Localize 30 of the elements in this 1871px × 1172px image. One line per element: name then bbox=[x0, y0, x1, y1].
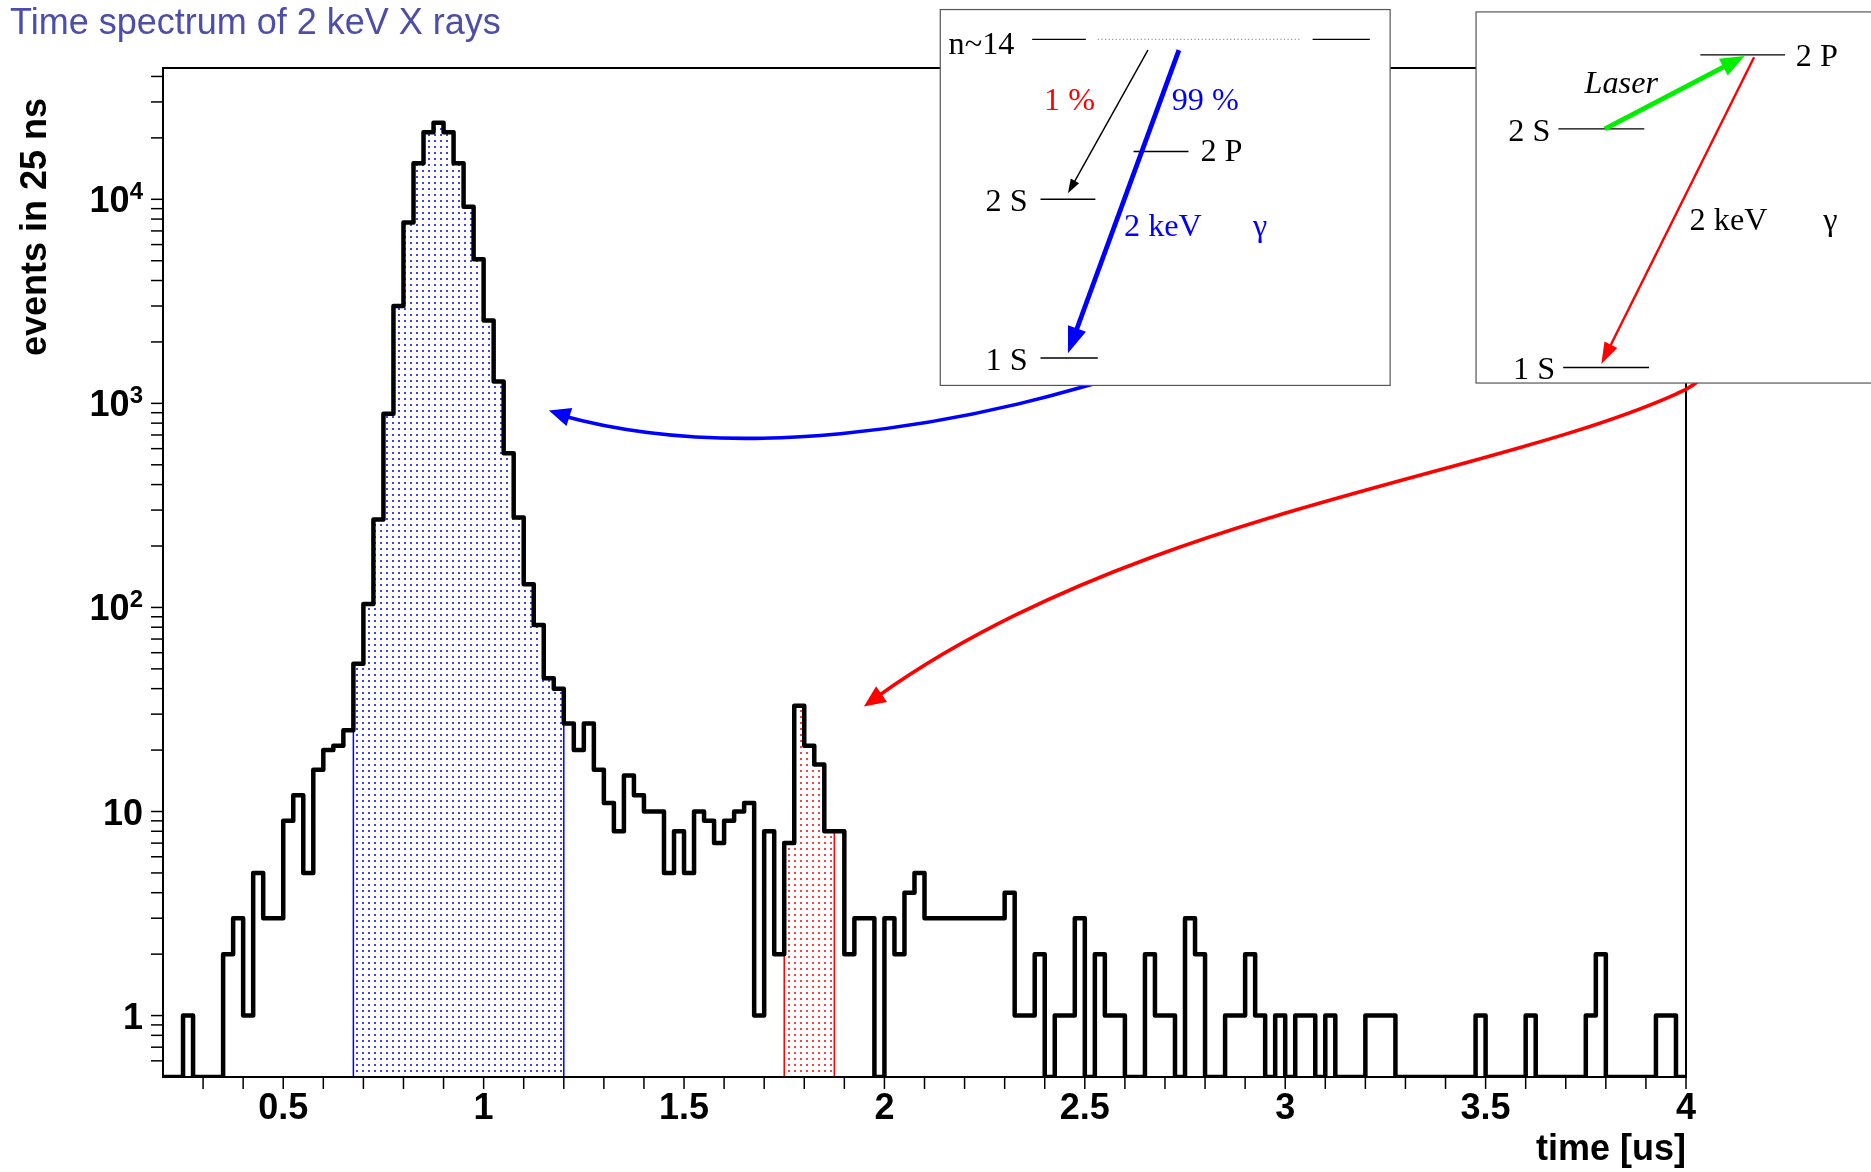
text: n~14 bbox=[948, 24, 1015, 61]
text: 2 keV bbox=[1689, 201, 1768, 238]
x-tick-label: 4 bbox=[1675, 1086, 1697, 1127]
annotation: 2 S bbox=[985, 182, 1028, 219]
chart-title: Time spectrum of 2 keV X rays bbox=[10, 1, 501, 42]
x-tick-label: 2.5 bbox=[1059, 1086, 1110, 1127]
y-tick-label: 10$^{3}$ bbox=[89, 380, 143, 425]
annotation: 99 % bbox=[1171, 80, 1239, 117]
x-tick-label: 0.5 bbox=[258, 1086, 309, 1127]
annotation: Laser bbox=[1583, 64, 1659, 101]
x-tick-label: 1 bbox=[473, 1086, 494, 1127]
y-axis-title: events in 25 ns bbox=[13, 97, 54, 357]
annotation: γ bbox=[1251, 207, 1268, 244]
x-tick-label: 1.5 bbox=[659, 1086, 710, 1127]
y-tick-label: 1 bbox=[122, 995, 143, 1037]
annotation: 2 P bbox=[1200, 132, 1243, 169]
annotation: 1 S bbox=[985, 340, 1028, 377]
text: γ bbox=[1822, 201, 1838, 238]
x-tick-label: 2 bbox=[874, 1086, 895, 1127]
x-tick-label: 3.5 bbox=[1460, 1086, 1511, 1127]
y-tick-label: 10 bbox=[102, 791, 143, 833]
x-tick-label: 3 bbox=[1275, 1086, 1296, 1127]
annotation: 2 S bbox=[1508, 111, 1551, 148]
text: 2 P bbox=[1795, 36, 1838, 73]
y-tick-label: 10$^{4}$ bbox=[89, 176, 144, 221]
y-tick-label: 10$^{2}$ bbox=[89, 584, 143, 629]
x-axis-title: time [us] bbox=[1535, 1127, 1686, 1168]
annotation: 1 S bbox=[1513, 350, 1556, 387]
annotation: 1 % bbox=[1044, 80, 1096, 117]
annotation: 2 keV bbox=[1124, 207, 1202, 244]
